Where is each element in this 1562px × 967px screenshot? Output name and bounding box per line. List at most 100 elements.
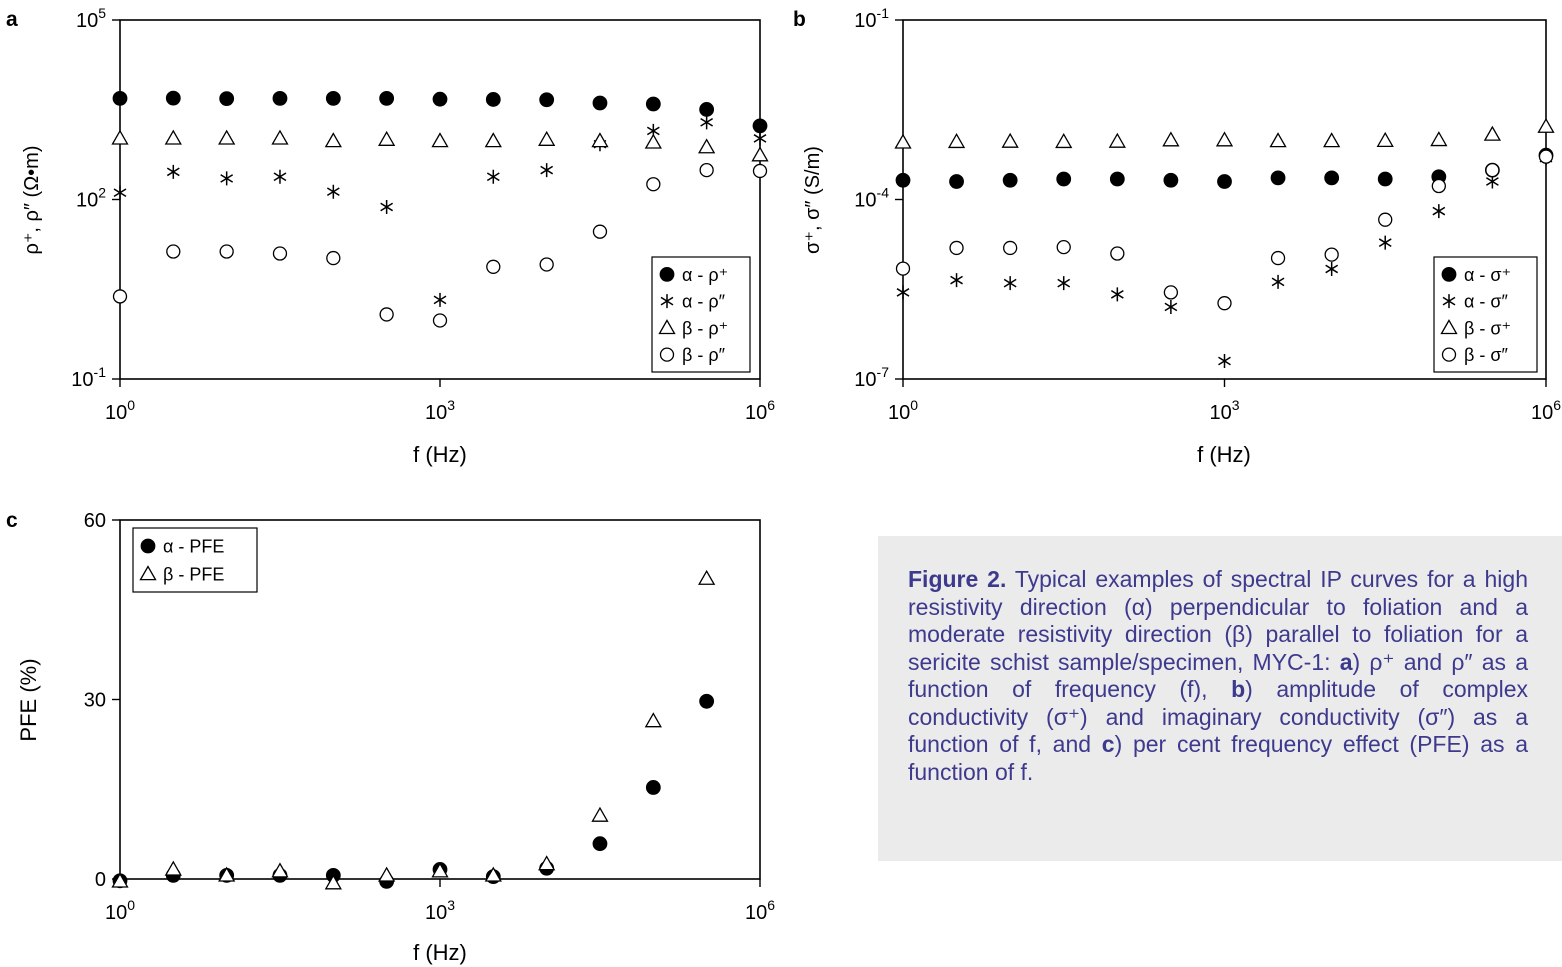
panel-a-series-3-point bbox=[218, 129, 236, 145]
panel-a-series-4-point bbox=[699, 162, 714, 178]
panel-c-series-2-point bbox=[698, 569, 716, 585]
panel-a-legend-marker bbox=[660, 294, 674, 309]
panel-a-series-1-point bbox=[645, 96, 661, 112]
panel-a-series-1-point bbox=[752, 118, 768, 134]
panel-b-series-4-point bbox=[1378, 212, 1393, 227]
panel-b-series-3-point bbox=[1162, 131, 1180, 147]
panel-a-x-axis-label: f (Hz) bbox=[413, 442, 467, 467]
panel-b-series-2-point bbox=[1378, 235, 1392, 250]
panel-b-y-tick-label: 10-1 bbox=[854, 5, 889, 32]
panel-c-series-1-point bbox=[592, 836, 608, 852]
panel-c-series-2-point bbox=[538, 855, 556, 871]
panel-c: c 100 103 106 0 30 60 α - PFE β - PFE f (Hz) PF… bbox=[6, 509, 775, 965]
panel-b-series-1-point bbox=[895, 172, 911, 188]
panel-c-y-axis-label: PFE (%) bbox=[16, 658, 41, 741]
panel-a-x-tick-label: 106 bbox=[745, 397, 775, 424]
panel-c-y-tick-label: 0 bbox=[95, 869, 106, 891]
panel-b-series-3-point bbox=[1537, 117, 1555, 133]
panel-a-series-4-point bbox=[752, 163, 768, 179]
panel-a-legend-label: α - ρ⁺ bbox=[682, 265, 728, 285]
panel-a-series-3-point bbox=[431, 132, 449, 148]
panel-a-series-4-point bbox=[272, 246, 288, 261]
panel-a-series-3-point bbox=[644, 133, 662, 149]
panel-c-series-2-point bbox=[164, 860, 182, 876]
panel-c-legend-marker bbox=[139, 565, 157, 581]
panel-b-series-2-point bbox=[1003, 276, 1017, 291]
panel-b-series-3-point bbox=[947, 133, 966, 149]
caption-text-part: ) per cent frequency effect (PFE) as a f… bbox=[908, 731, 1529, 785]
panel-a-series-2-point bbox=[486, 169, 500, 184]
panel-b-x-tick-label: 106 bbox=[1531, 397, 1561, 424]
panel-b-series-1-point bbox=[1217, 174, 1232, 189]
caption-label: Figure 2. bbox=[908, 566, 1007, 592]
panel-b-y-axis-label: σ⁺, σ″ (S/m) bbox=[802, 146, 824, 254]
panel-a-series-2-point bbox=[380, 199, 394, 214]
caption-panel-ref-c: c bbox=[1101, 731, 1115, 757]
panel-a-series-3-point bbox=[538, 130, 556, 146]
panel-a-series-4-point bbox=[592, 224, 608, 239]
panel-a-series-2-point bbox=[433, 292, 447, 307]
panel-a-series-1-point bbox=[592, 95, 608, 111]
panel-b-series-4-point bbox=[1163, 285, 1179, 300]
panel-b-legend-marker bbox=[1441, 266, 1457, 282]
panel-a-series-1-point bbox=[219, 91, 235, 107]
panel-c-series-1-point bbox=[645, 780, 661, 795]
panel-c-y-tick-label: 30 bbox=[84, 690, 106, 712]
panel-a-series-4-point bbox=[432, 313, 448, 328]
panel-b-x-axis-label: f (Hz) bbox=[1197, 442, 1251, 467]
panel-b-marks: 100 103 106 10-7 10-4 10-1 α - σ⁺ α - σ″ β - σ⁺ β… bbox=[854, 5, 1561, 424]
panel-b-series-4-point bbox=[1485, 162, 1500, 178]
panel-c-x-tick-label: 106 bbox=[745, 897, 775, 924]
panel-b-series-3-point bbox=[1376, 131, 1394, 148]
panel-a-series-3-point bbox=[111, 129, 129, 145]
panel-b-legend-marker bbox=[1441, 347, 1457, 362]
panel-a-series-1-point bbox=[112, 90, 128, 106]
panel-b-series-2-point bbox=[1057, 276, 1071, 291]
panel-b-series-1-point bbox=[1002, 172, 1018, 188]
panel-a-series-4-point bbox=[646, 177, 661, 192]
caption-text-part: ) amplitude of complex conductivity (σ⁺)… bbox=[908, 676, 1528, 757]
panel-b-series-1-point bbox=[1270, 170, 1286, 186]
caption-text-part: Typical examples of spectral IP curves f… bbox=[908, 566, 1528, 675]
caption-text-part: ) ρ⁺ and ρ″ as a function of frequency (… bbox=[908, 648, 1528, 703]
panel-a-series-3-point bbox=[591, 132, 609, 148]
panel-b-series-2-point bbox=[1218, 353, 1231, 368]
panel-a-y-tick-label: 105 bbox=[76, 5, 106, 32]
panel-c-x-axis-label: f (Hz) bbox=[413, 940, 467, 965]
panel-a-series-3-point bbox=[698, 138, 716, 154]
panel-a-series-2-point bbox=[700, 115, 714, 130]
panel-b-series-1-point bbox=[1163, 172, 1179, 188]
panel-a-series-4-point bbox=[379, 307, 394, 322]
panel-b-series-4-point bbox=[1110, 246, 1125, 261]
panel-c-series-2-point bbox=[378, 866, 396, 882]
panel-a-y-tick-label: 10-1 bbox=[71, 364, 106, 391]
panel-a-legend-label: α - ρ″ bbox=[682, 292, 726, 312]
panel-b-series-1-point bbox=[1324, 170, 1340, 186]
panel-c-series-2-point bbox=[591, 806, 609, 822]
panel-c-series-2-point bbox=[324, 874, 342, 890]
panel-a-series-3-point bbox=[751, 146, 769, 162]
panel-b-series-4-point bbox=[895, 261, 911, 276]
panel-b-series-2-point bbox=[1271, 274, 1285, 289]
panel-b-legend-label: α - σ⁺ bbox=[1464, 265, 1511, 285]
panel-a-legend-marker bbox=[659, 266, 675, 282]
caption-panel-ref-b: b bbox=[1231, 676, 1246, 702]
panel-c-marks: 100 103 106 0 30 60 α - PFE β - PFE bbox=[84, 510, 775, 924]
panel-b-series-4-point bbox=[949, 240, 964, 256]
panel-c-legend-box bbox=[132, 527, 258, 593]
panel-b-series-3-point bbox=[1483, 125, 1502, 141]
panel-a-series-3-point bbox=[271, 129, 289, 145]
panel-c-series-2-point bbox=[271, 862, 289, 878]
panel-c-series-2-point bbox=[484, 866, 502, 882]
panel-b-x-tick-label: 103 bbox=[1209, 397, 1239, 424]
figure-caption: Figure 2. Typical examples of spectral I… bbox=[908, 566, 1528, 786]
panel-b-legend-label: α - σ″ bbox=[1464, 292, 1509, 312]
panel-a-series-1-point bbox=[272, 90, 288, 106]
panel-a-series-1-point bbox=[485, 92, 501, 107]
panel-b-series-2-point bbox=[950, 273, 963, 288]
panel-a-series-2-point bbox=[326, 184, 340, 199]
panel-b-letter: b bbox=[793, 8, 806, 31]
panel-a-y-tick-label: 102 bbox=[76, 185, 106, 212]
panel-a-series-4-point bbox=[326, 250, 341, 266]
panel-a-series-3-point bbox=[378, 130, 396, 146]
